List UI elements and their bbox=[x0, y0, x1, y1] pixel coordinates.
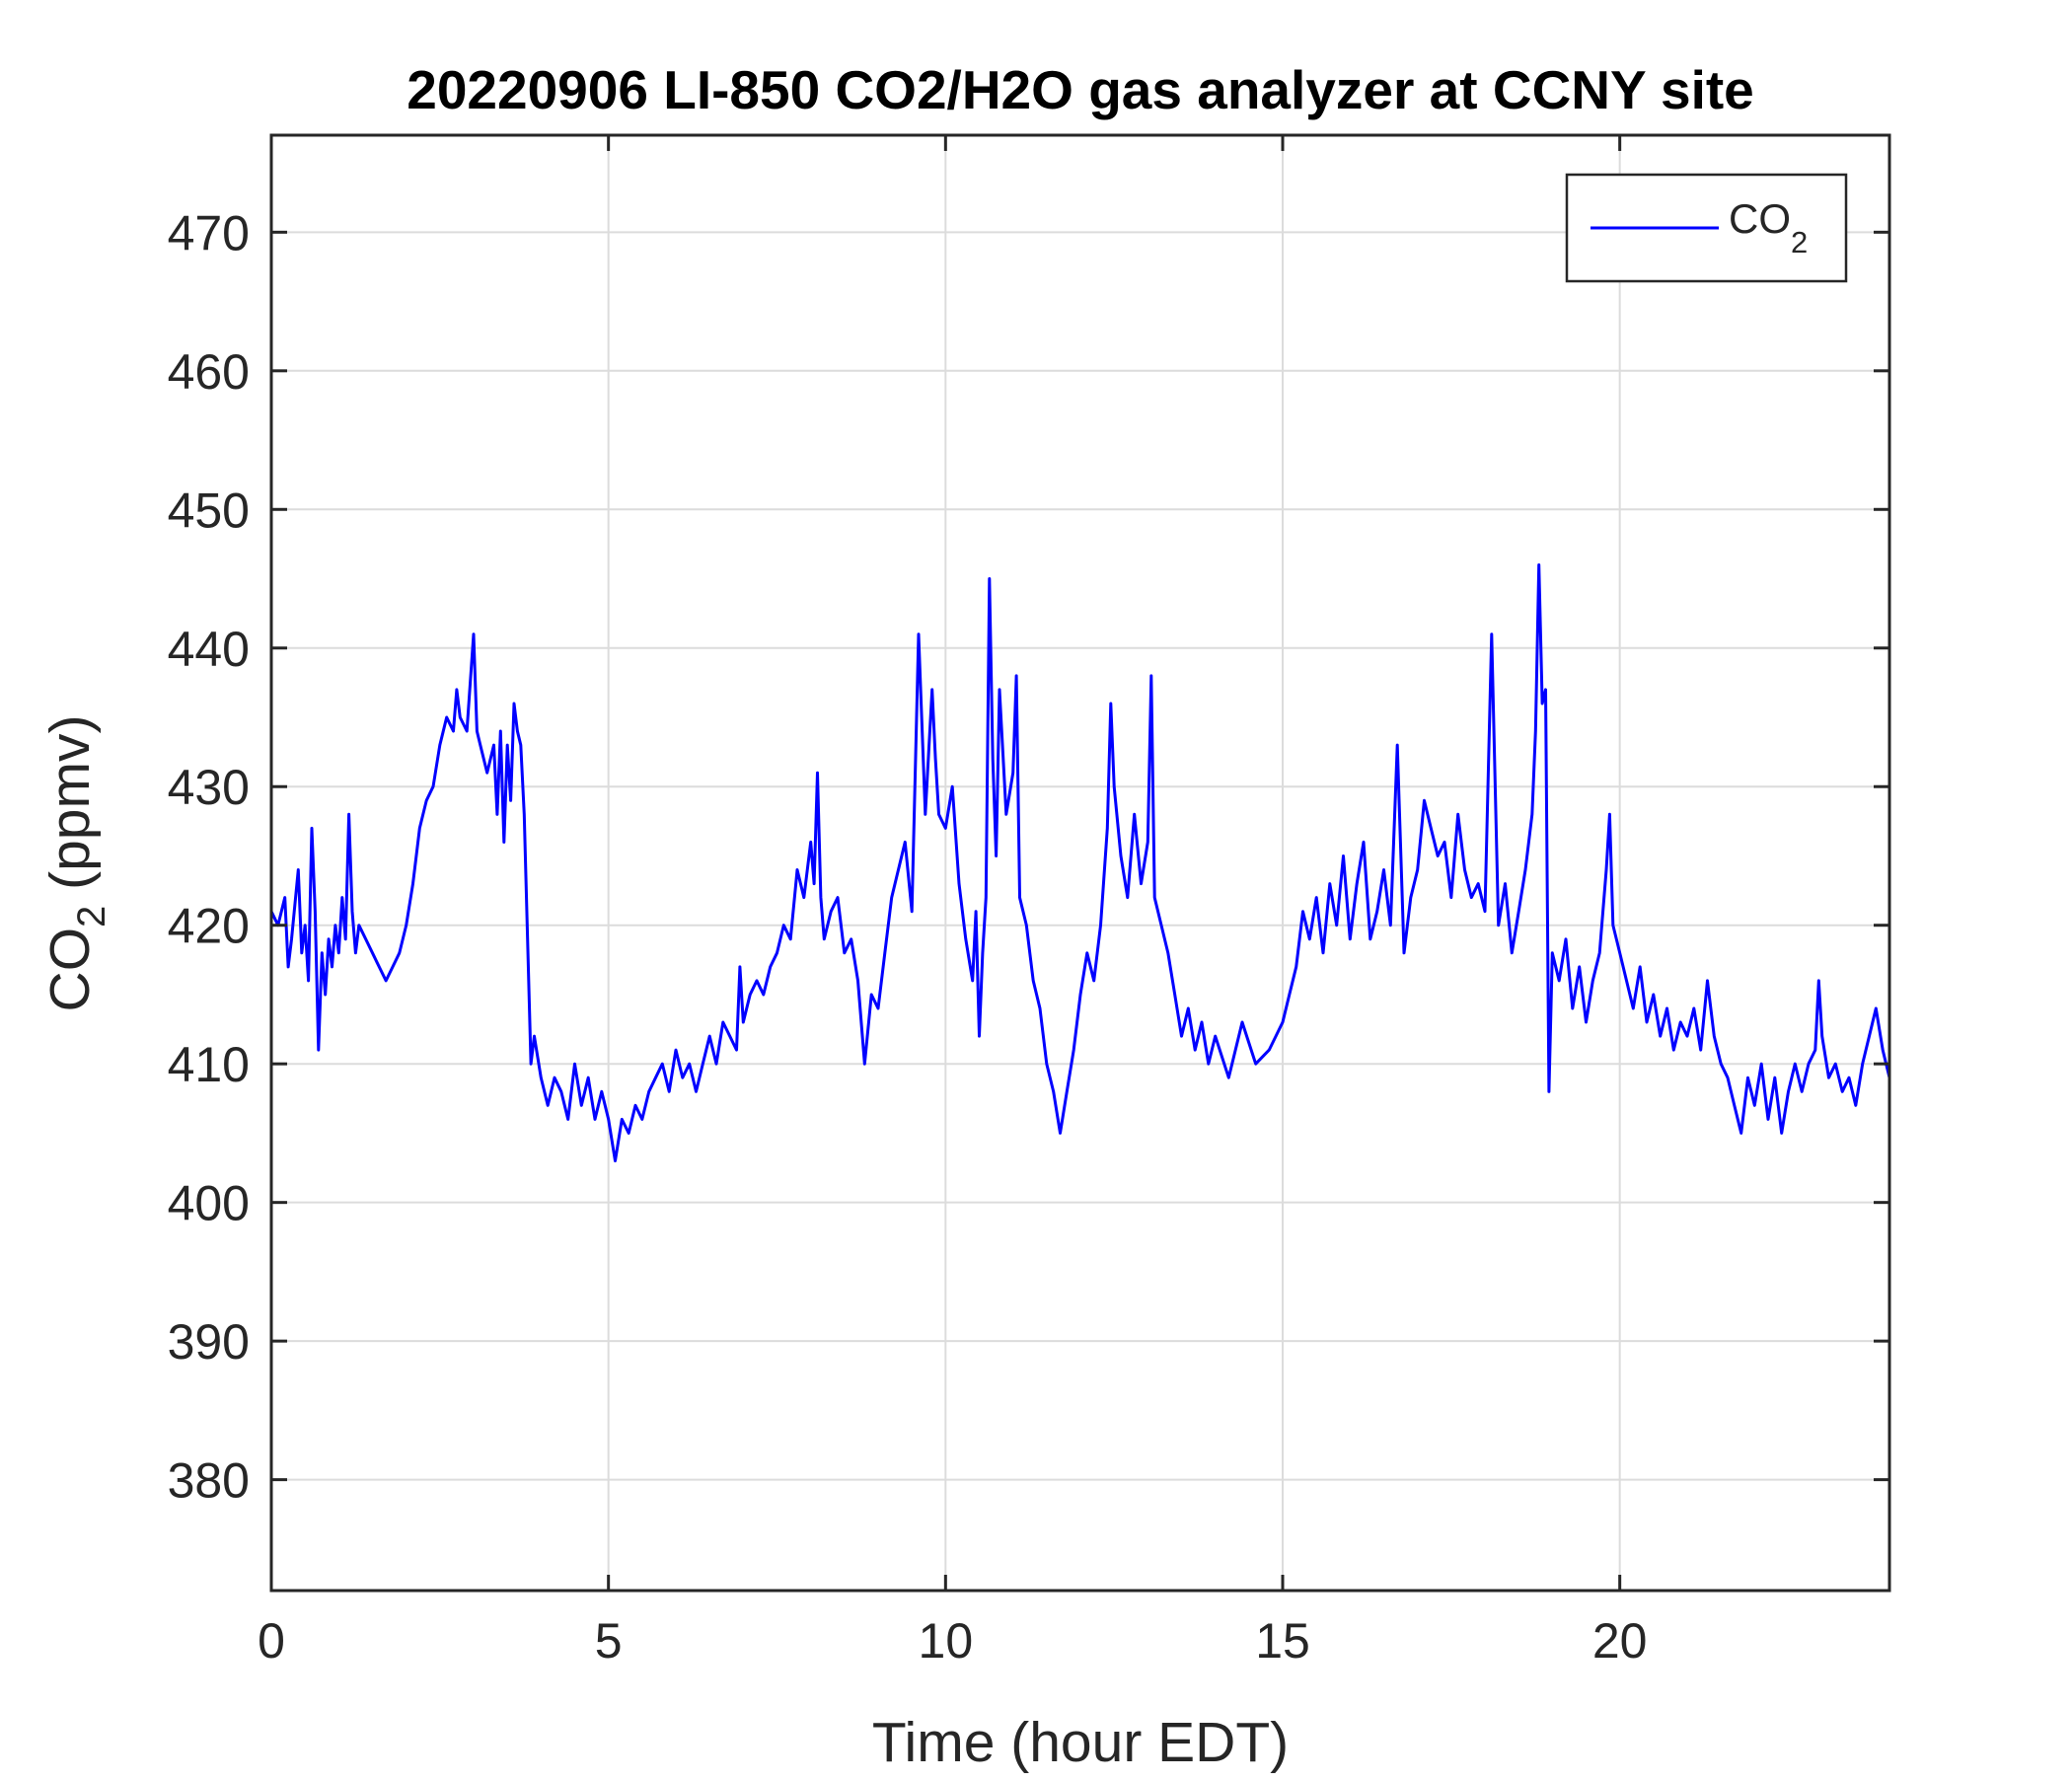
chart-title: 20220906 LI-850 CO2/H2O gas analyzer at … bbox=[407, 59, 1754, 120]
y-tick-label: 470 bbox=[168, 205, 250, 260]
y-tick-label: 390 bbox=[168, 1314, 250, 1370]
y-tick-label: 410 bbox=[168, 1037, 250, 1092]
axes-box bbox=[269, 133, 1891, 1593]
y-tick-label: 440 bbox=[168, 622, 250, 677]
series-layer bbox=[269, 563, 1891, 1162]
plot-area bbox=[271, 135, 1889, 1591]
y-tick-label: 460 bbox=[168, 344, 250, 400]
y-axis-label-subscript: 2 bbox=[70, 906, 113, 928]
y-tick-label: 380 bbox=[168, 1453, 250, 1509]
x-tick-label: 10 bbox=[919, 1613, 974, 1669]
y-axis-label: CO2 (ppmv) bbox=[38, 715, 113, 1012]
x-tick-label: 15 bbox=[1255, 1613, 1310, 1669]
y-tick-label: 450 bbox=[168, 482, 250, 538]
legend-label-subscript: 2 bbox=[1791, 225, 1808, 260]
legend: CO2 bbox=[1565, 173, 1848, 283]
tick-labels: 0 5 10 15 20 380 390 400 410 420 430 440 450 460 470 bbox=[168, 205, 1648, 1669]
y-tick-label: 420 bbox=[168, 899, 250, 954]
ticks bbox=[269, 135, 1889, 1591]
grid bbox=[270, 135, 1889, 1591]
y-axis-label-base: CO bbox=[38, 928, 102, 1012]
y-axis-label-suffix: (ppmv) bbox=[38, 715, 102, 906]
legend-label: CO2 bbox=[1729, 195, 1808, 260]
x-tick-label: 0 bbox=[258, 1613, 285, 1669]
y-tick-label: 430 bbox=[168, 760, 250, 815]
legend-label-base: CO bbox=[1729, 195, 1791, 242]
series-line-co2 bbox=[269, 563, 1891, 1162]
y-tick-label: 400 bbox=[168, 1176, 250, 1231]
x-tick-label: 20 bbox=[1592, 1613, 1648, 1669]
x-axis-label: Time (hour EDT) bbox=[872, 1711, 1289, 1774]
x-tick-label: 5 bbox=[595, 1613, 623, 1669]
